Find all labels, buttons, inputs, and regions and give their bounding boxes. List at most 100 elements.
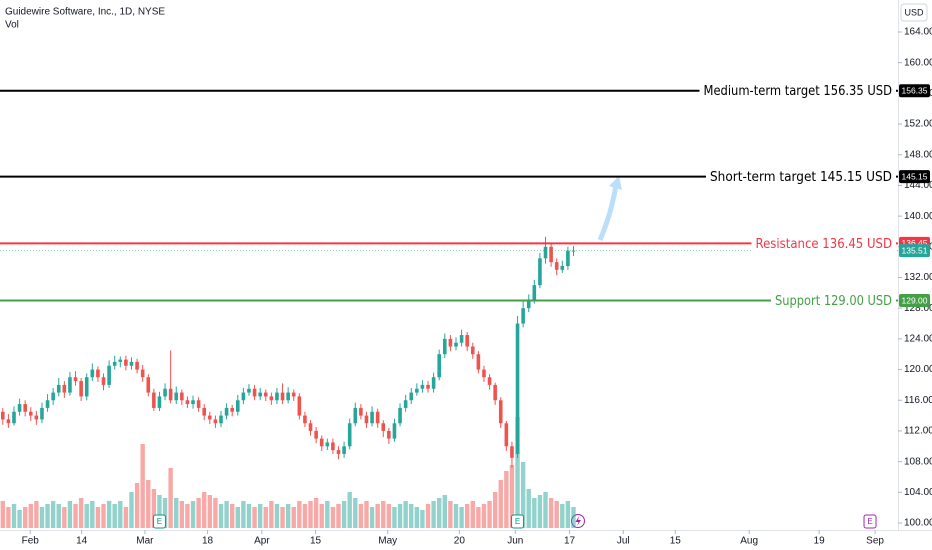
volume-bar bbox=[190, 501, 196, 528]
level-label: Short-term target 145.15 USD bbox=[710, 170, 892, 185]
volume-bar bbox=[492, 492, 498, 528]
candle-body bbox=[359, 407, 363, 416]
volume-bar bbox=[140, 444, 145, 528]
volume-bar bbox=[509, 465, 515, 528]
volume-bar bbox=[112, 504, 117, 528]
volume-bar bbox=[6, 507, 11, 528]
volume-bar bbox=[62, 507, 67, 528]
volume-bar bbox=[196, 498, 201, 528]
volume-bar bbox=[481, 504, 487, 528]
volume-bar bbox=[213, 498, 218, 528]
volume-bar bbox=[414, 507, 420, 528]
candle-body bbox=[202, 407, 207, 416]
candle-body bbox=[157, 396, 162, 408]
chart-title: Guidewire Software, Inc., 1D, NYSE bbox=[5, 7, 165, 18]
volume-bar bbox=[347, 492, 352, 528]
price-tag-label: 156.35 bbox=[902, 85, 928, 95]
candle-body bbox=[34, 415, 39, 420]
volume-bar bbox=[369, 507, 375, 528]
x-tick-label: May bbox=[378, 536, 397, 547]
candle-body bbox=[208, 415, 212, 420]
volume-bar bbox=[123, 507, 129, 528]
volume-bar bbox=[274, 504, 280, 528]
volume-bar bbox=[431, 501, 436, 528]
volume-bar bbox=[73, 504, 78, 528]
volume-bar bbox=[252, 507, 257, 528]
candle-body bbox=[375, 411, 380, 424]
candle-body bbox=[319, 438, 324, 447]
candle-body bbox=[403, 400, 408, 408]
volume-bar bbox=[297, 501, 302, 528]
candle-body bbox=[431, 377, 436, 389]
candle-body bbox=[515, 323, 520, 454]
level-label-bg bbox=[699, 82, 896, 99]
dividend-icon-bolt bbox=[575, 516, 581, 526]
volume-bar bbox=[90, 501, 95, 528]
candle-body bbox=[12, 411, 16, 424]
volume-bar bbox=[537, 495, 543, 528]
candle-body bbox=[185, 400, 190, 405]
candle-body bbox=[191, 400, 195, 405]
candle-body bbox=[258, 392, 262, 397]
volume-bar bbox=[425, 504, 431, 528]
candle-body bbox=[364, 415, 369, 424]
candle-body bbox=[28, 411, 33, 416]
volume-bar bbox=[45, 504, 50, 528]
candle-body bbox=[504, 423, 509, 447]
level-label: Medium-term target 156.35 USD bbox=[704, 84, 893, 99]
volume-bar bbox=[554, 501, 559, 528]
volume-bar bbox=[498, 480, 503, 528]
volume-bar bbox=[285, 504, 291, 528]
candle-body bbox=[17, 404, 22, 412]
volume-bar bbox=[548, 498, 554, 528]
y-tick-label: 128.00 bbox=[904, 303, 932, 314]
volume-bar bbox=[397, 504, 403, 528]
volume-bar bbox=[532, 498, 537, 528]
x-tick-label: Jun bbox=[507, 536, 523, 547]
candle-body bbox=[308, 423, 313, 431]
level-label-bg bbox=[751, 235, 896, 252]
candle-body bbox=[252, 388, 257, 397]
volume-bar bbox=[241, 501, 246, 528]
candle-body bbox=[443, 338, 447, 355]
x-tick-label: Sep bbox=[866, 536, 884, 547]
candle-body bbox=[510, 446, 514, 458]
earnings-icon-label: E bbox=[515, 517, 520, 526]
candle-body bbox=[286, 392, 290, 401]
volume-bar bbox=[174, 498, 179, 528]
earnings-icon bbox=[152, 514, 166, 529]
earnings-icon-label: E bbox=[867, 517, 872, 526]
candle-body bbox=[487, 377, 492, 385]
candle-body bbox=[129, 361, 134, 366]
volume-bar bbox=[162, 498, 168, 528]
candle-body bbox=[101, 377, 106, 385]
volume-bar bbox=[202, 492, 207, 528]
candle-body bbox=[297, 396, 302, 416]
y-tick-label: 144.00 bbox=[904, 180, 932, 191]
x-tick-label: 15 bbox=[310, 536, 322, 547]
volume-bar bbox=[17, 510, 22, 528]
volume-bar bbox=[442, 495, 448, 528]
currency-box[interactable] bbox=[900, 3, 928, 22]
currency: USD bbox=[904, 7, 924, 17]
volume-bar bbox=[280, 507, 285, 528]
volume-bar bbox=[224, 501, 229, 528]
candle-body bbox=[90, 369, 95, 378]
volume-bar bbox=[504, 471, 509, 528]
candle-body bbox=[40, 407, 44, 420]
candle-body bbox=[532, 285, 537, 301]
y-tick-label: 164.00 bbox=[904, 27, 932, 38]
candle-body bbox=[493, 384, 497, 401]
volume-bar bbox=[319, 504, 324, 528]
candle-body bbox=[241, 392, 246, 401]
candle-body bbox=[263, 392, 268, 397]
volume-bar bbox=[50, 501, 56, 528]
candle-body bbox=[498, 400, 503, 424]
price-tag-label: 145.15 bbox=[902, 171, 928, 181]
x-tick-label: Feb bbox=[22, 536, 40, 547]
volume-bar bbox=[358, 504, 364, 528]
candle-body bbox=[454, 342, 458, 347]
candle-body bbox=[387, 430, 391, 439]
volume-bar bbox=[526, 489, 531, 528]
